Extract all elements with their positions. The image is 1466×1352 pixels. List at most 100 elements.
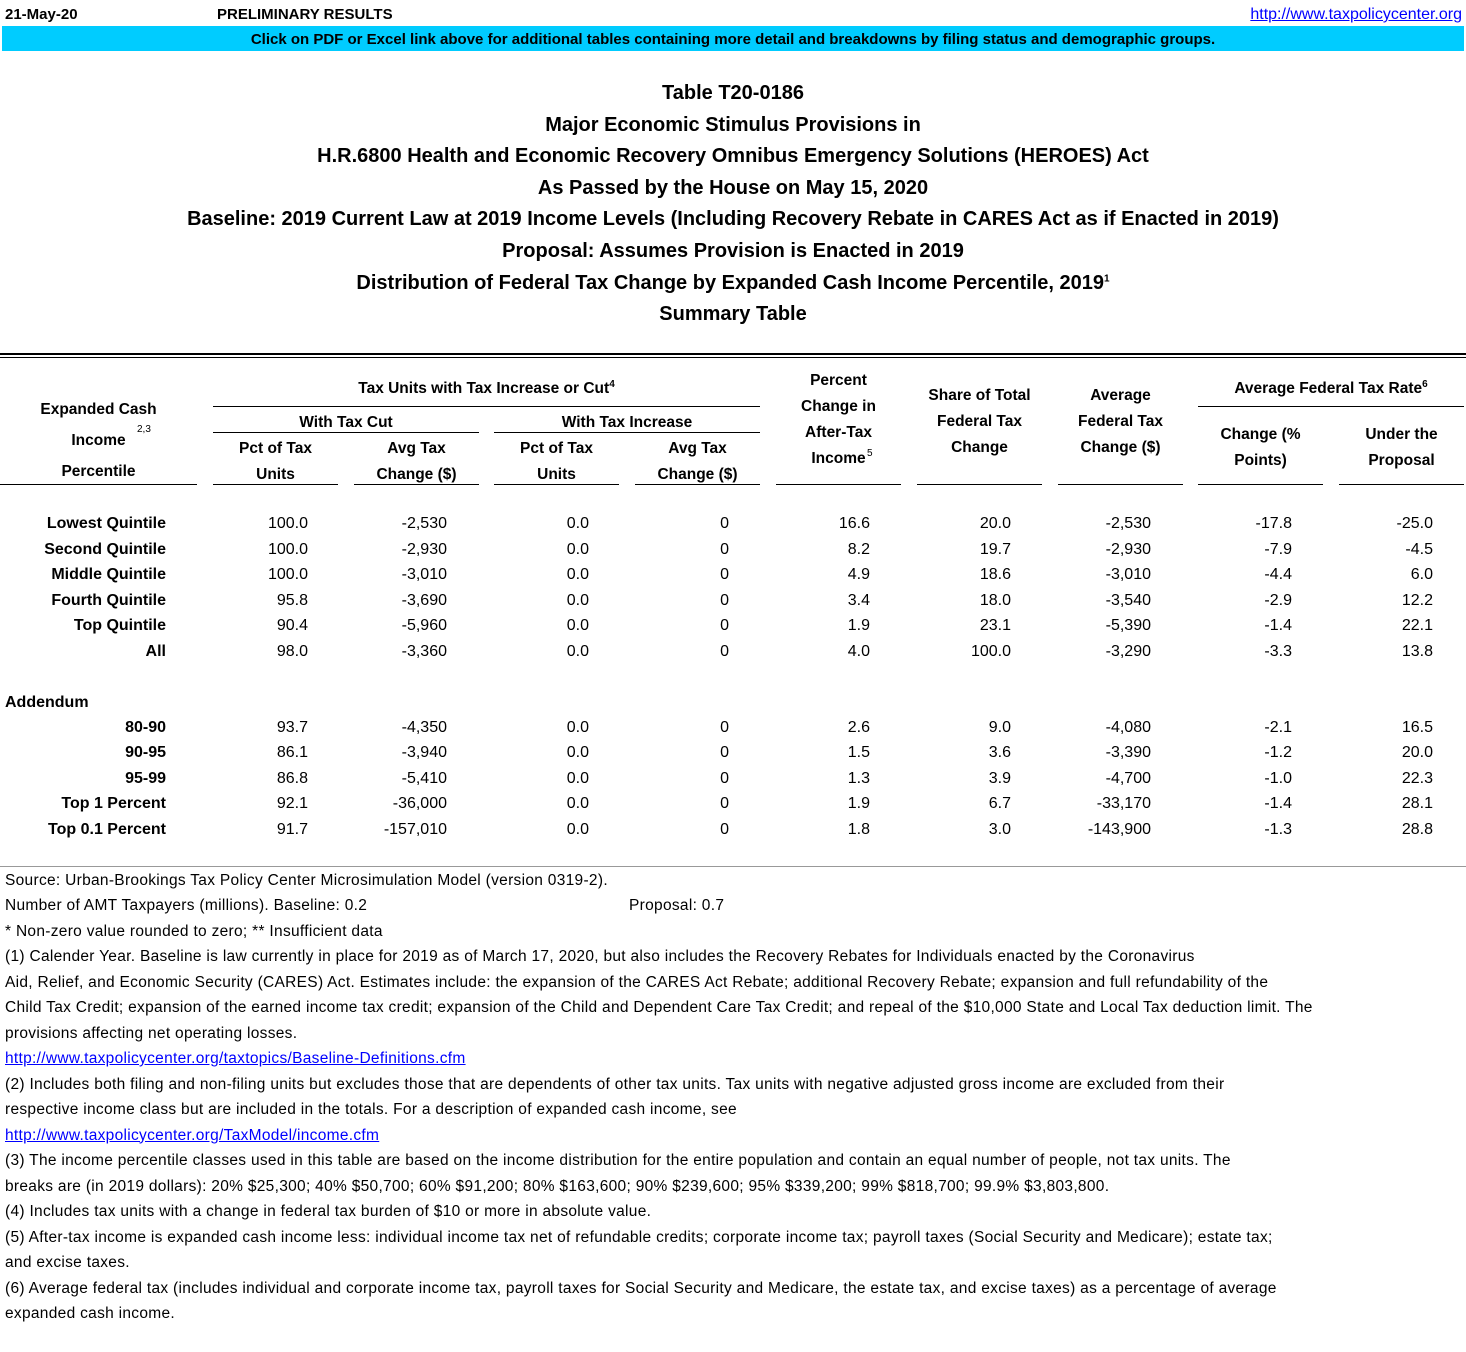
preliminary-label: PRELIMINARY RESULTS bbox=[217, 6, 393, 23]
table-cell: 3.6 bbox=[988, 744, 1011, 761]
row-label: 80-90 bbox=[125, 719, 166, 736]
col-text: Pct of Tax Units bbox=[520, 440, 593, 483]
note-ref: 4 bbox=[609, 379, 615, 390]
table-cell: 100.0 bbox=[267, 566, 308, 583]
table-cell: -2,930 bbox=[1105, 541, 1151, 558]
col-text: Avg Tax Change ($) bbox=[376, 440, 457, 483]
col-text: Change (% Points) bbox=[1220, 426, 1301, 469]
table-cell: -157,010 bbox=[383, 821, 447, 838]
title-text: H.R.6800 Health and Economic Recovery Om… bbox=[317, 145, 1149, 168]
amt-note: Number of AMT Taxpayers (millions). Base… bbox=[5, 897, 368, 914]
addendum-label: Addendum bbox=[5, 694, 89, 711]
table-cell: -1.0 bbox=[1264, 770, 1292, 787]
col-text: Avg Tax Change ($) bbox=[657, 440, 738, 483]
table-cell: 13.8 bbox=[1401, 643, 1433, 660]
table-cell: -4,700 bbox=[1105, 770, 1151, 787]
note-ref: 5 bbox=[867, 448, 873, 459]
title-line: Baseline: 2019 Current Law at 2019 Incom… bbox=[0, 208, 1466, 231]
title-text: Proposal: Assumes Provision is Enacted i… bbox=[502, 240, 964, 262]
source-note: Source: Urban-Brookings Tax Policy Cente… bbox=[5, 872, 608, 889]
title-text: Distribution of Federal Tax Change by Ex… bbox=[356, 271, 1105, 294]
top-rule-2 bbox=[0, 357, 1466, 358]
table-cell: 1.9 bbox=[847, 617, 870, 634]
table-cell: 4.9 bbox=[847, 566, 870, 583]
table-cell: -25.0 bbox=[1396, 515, 1433, 532]
col-header-rate-proposal: Under the Proposal bbox=[1339, 422, 1464, 474]
table-cell: -2,930 bbox=[401, 541, 447, 558]
table-cell: 0.0 bbox=[566, 770, 589, 787]
table-cell: 20.0 bbox=[1401, 744, 1433, 761]
table-cell: 0.0 bbox=[566, 643, 589, 660]
bottom-rule bbox=[0, 866, 1466, 867]
row-label: 90-95 bbox=[125, 744, 166, 761]
title-line: Table T20-0186 bbox=[0, 82, 1466, 105]
table-cell: -2,530 bbox=[1105, 515, 1151, 532]
footnote-link[interactable]: http://www.taxpolicycenter.org/taxtopics… bbox=[5, 1050, 466, 1067]
table-cell: 0 bbox=[720, 643, 729, 660]
table-cell: 0.0 bbox=[566, 744, 589, 761]
footnote-line: (2) Includes both filing and non-filing … bbox=[5, 1075, 1225, 1093]
col-header-inc-avg: Avg Tax Change ($) bbox=[635, 436, 760, 488]
table-cell: -5,410 bbox=[401, 770, 447, 787]
table-cell: 86.1 bbox=[276, 744, 308, 761]
note-ref: 1 bbox=[1104, 272, 1110, 284]
table-cell: -1.2 bbox=[1264, 744, 1292, 761]
table-cell: 0 bbox=[720, 770, 729, 787]
row-label: Fourth Quintile bbox=[51, 592, 166, 609]
table-cell: -5,390 bbox=[1105, 617, 1151, 634]
footnote-line: Aid, Relief, and Economic Security (CARE… bbox=[5, 973, 1269, 991]
report-date: 21-May-20 bbox=[5, 6, 78, 23]
subgroup-with-increase: With Tax Increase bbox=[561, 414, 693, 431]
table-cell: 6.0 bbox=[1410, 566, 1433, 583]
table-cell: 1.5 bbox=[847, 744, 870, 761]
table-cell: 1.9 bbox=[847, 795, 870, 812]
footnote-line: provisions affecting net operating losse… bbox=[5, 1024, 298, 1042]
table-cell: 9.0 bbox=[988, 719, 1011, 736]
row-label: All bbox=[145, 643, 166, 660]
note-ref: 6 bbox=[1422, 379, 1428, 390]
table-cell: -4,080 bbox=[1105, 719, 1151, 736]
table-cell: 0.0 bbox=[566, 592, 589, 609]
table-cell: -1.4 bbox=[1264, 617, 1292, 634]
col-text: Percent Change in After-Tax Income bbox=[801, 372, 876, 467]
footnote-link[interactable]: http://www.taxpolicycenter.org/TaxModel/… bbox=[5, 1126, 380, 1144]
col-header-rate-change: Change (% Points) bbox=[1198, 422, 1323, 474]
footnote-line: and excise taxes. bbox=[5, 1254, 130, 1271]
group-tax-units: Tax Units with Tax Increase or Cut4 bbox=[213, 372, 760, 402]
row-label: Second Quintile bbox=[44, 541, 166, 558]
col-text: Under the Proposal bbox=[1365, 426, 1438, 469]
table-cell: 16.5 bbox=[1401, 719, 1433, 736]
subgroup-with-cut: With Tax Cut bbox=[299, 414, 393, 431]
footnote-line: (1) Calender Year. Baseline is law curre… bbox=[5, 948, 1195, 965]
table-cell: -3,010 bbox=[401, 566, 447, 583]
table-cell: -4.4 bbox=[1264, 566, 1292, 583]
table-cell: 92.1 bbox=[276, 795, 308, 812]
title-line: As Passed by the House on May 15, 2020 bbox=[0, 177, 1466, 200]
tpc-link[interactable]: http://www.taxpolicycenter.org bbox=[1250, 6, 1462, 23]
table-cell: 100.0 bbox=[970, 643, 1011, 660]
table-cell: -2,530 bbox=[401, 515, 447, 532]
row-label: 95-99 bbox=[125, 770, 166, 787]
table-cell: -33,170 bbox=[1096, 795, 1151, 812]
table-cell: 0.0 bbox=[566, 617, 589, 634]
table-cell: -2.9 bbox=[1264, 592, 1292, 609]
group-tax-units-text: Tax Units with Tax Increase or Cut bbox=[358, 380, 610, 398]
table-cell: 93.7 bbox=[276, 719, 308, 736]
table-cell: 0 bbox=[720, 541, 729, 558]
table-cell: -4,350 bbox=[401, 719, 447, 736]
table-cell: 12.2 bbox=[1401, 592, 1433, 609]
table-cell: 0 bbox=[720, 795, 729, 812]
row-label: Top Quintile bbox=[73, 617, 166, 634]
table-cell: 18.0 bbox=[979, 592, 1011, 609]
table-cell: 2.6 bbox=[847, 719, 870, 736]
col-header-cut-pct: Pct of Tax Units bbox=[213, 436, 338, 488]
footnote-line: (3) The income percentile classes used i… bbox=[5, 1152, 1231, 1169]
table-cell: 19.7 bbox=[979, 541, 1011, 558]
footnote-line: respective income class but are included… bbox=[5, 1101, 737, 1118]
title-text: Summary Table bbox=[659, 303, 807, 326]
table-cell: 98.0 bbox=[276, 643, 308, 660]
table-cell: 28.8 bbox=[1401, 821, 1433, 838]
table-cell: 20.0 bbox=[979, 515, 1011, 532]
table-cell: 100.0 bbox=[267, 515, 308, 532]
title-text: Table T20-0186 bbox=[662, 82, 804, 104]
